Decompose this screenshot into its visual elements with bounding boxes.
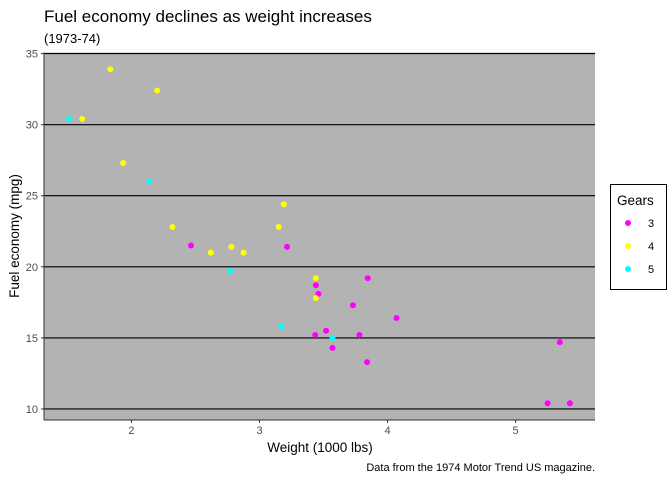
data-point-gear-4 bbox=[154, 87, 161, 94]
data-point-gear-3 bbox=[364, 359, 371, 366]
data-point-gear-3 bbox=[349, 302, 356, 309]
data-point-gear-3 bbox=[393, 314, 400, 321]
data-point-gear-3 bbox=[312, 332, 319, 339]
legend-key-5 bbox=[625, 266, 631, 272]
x-tick-label: 4 bbox=[384, 425, 390, 437]
y-tick-label: 35 bbox=[26, 49, 38, 61]
y-axis-label: Fuel economy (mpg) bbox=[7, 174, 22, 298]
y-tick-label: 20 bbox=[26, 262, 38, 274]
data-point-gear-3 bbox=[323, 327, 330, 334]
data-point-gear-3 bbox=[312, 282, 319, 289]
x-tick-label: 5 bbox=[513, 425, 519, 437]
data-point-gear-5 bbox=[329, 334, 336, 341]
data-point-gear-3 bbox=[544, 400, 551, 407]
data-point-gear-4 bbox=[280, 201, 287, 208]
data-point-gear-4 bbox=[275, 224, 282, 231]
data-point-gear-4 bbox=[79, 115, 86, 122]
legend-label-4: 4 bbox=[648, 241, 654, 253]
y-tick-label: 15 bbox=[26, 333, 38, 345]
chart-caption: Data from the 1974 Motor Trend US magazi… bbox=[366, 462, 595, 474]
legend-key-4 bbox=[625, 243, 631, 249]
data-point-gear-3 bbox=[329, 344, 336, 351]
plot-panel bbox=[44, 52, 595, 420]
y-tick-label: 30 bbox=[26, 120, 38, 132]
x-tick-label: 3 bbox=[256, 425, 262, 437]
x-tick-label: 2 bbox=[128, 425, 134, 437]
chart-subtitle: (1973-74) bbox=[44, 31, 100, 46]
data-point-gear-3 bbox=[284, 243, 291, 250]
data-point-gear-5 bbox=[66, 115, 73, 122]
y-tick-label: 25 bbox=[26, 191, 38, 203]
legend-label-5: 5 bbox=[648, 264, 654, 276]
data-point-gear-4 bbox=[312, 295, 319, 302]
data-point-gear-3 bbox=[364, 275, 371, 282]
y-tick-label: 10 bbox=[26, 404, 38, 416]
data-point-gear-3 bbox=[188, 242, 195, 249]
data-point-gear-3 bbox=[356, 332, 363, 339]
data-point-gear-5 bbox=[278, 323, 285, 330]
data-point-gear-4 bbox=[312, 275, 319, 282]
x-axis-label: Weight (1000 lbs) bbox=[267, 440, 373, 455]
legend-box bbox=[610, 184, 667, 290]
legend-label-3: 3 bbox=[648, 218, 654, 230]
data-point-gear-4 bbox=[228, 243, 235, 250]
chart-title: Fuel economy declines as weight increase… bbox=[44, 7, 372, 26]
legend-title: Gears bbox=[617, 193, 654, 208]
data-point-gear-4 bbox=[207, 249, 214, 256]
legend-key-3 bbox=[625, 220, 631, 226]
data-point-gear-4 bbox=[240, 249, 247, 256]
data-point-gear-5 bbox=[146, 178, 153, 185]
data-point-gear-5 bbox=[227, 268, 234, 275]
data-point-gear-4 bbox=[107, 66, 114, 73]
data-point-gear-4 bbox=[169, 224, 176, 231]
legend: Gears 3 4 5 bbox=[610, 184, 667, 290]
data-point-gear-3 bbox=[566, 400, 573, 407]
data-point-gear-4 bbox=[120, 160, 127, 167]
data-point-gear-3 bbox=[556, 339, 563, 346]
